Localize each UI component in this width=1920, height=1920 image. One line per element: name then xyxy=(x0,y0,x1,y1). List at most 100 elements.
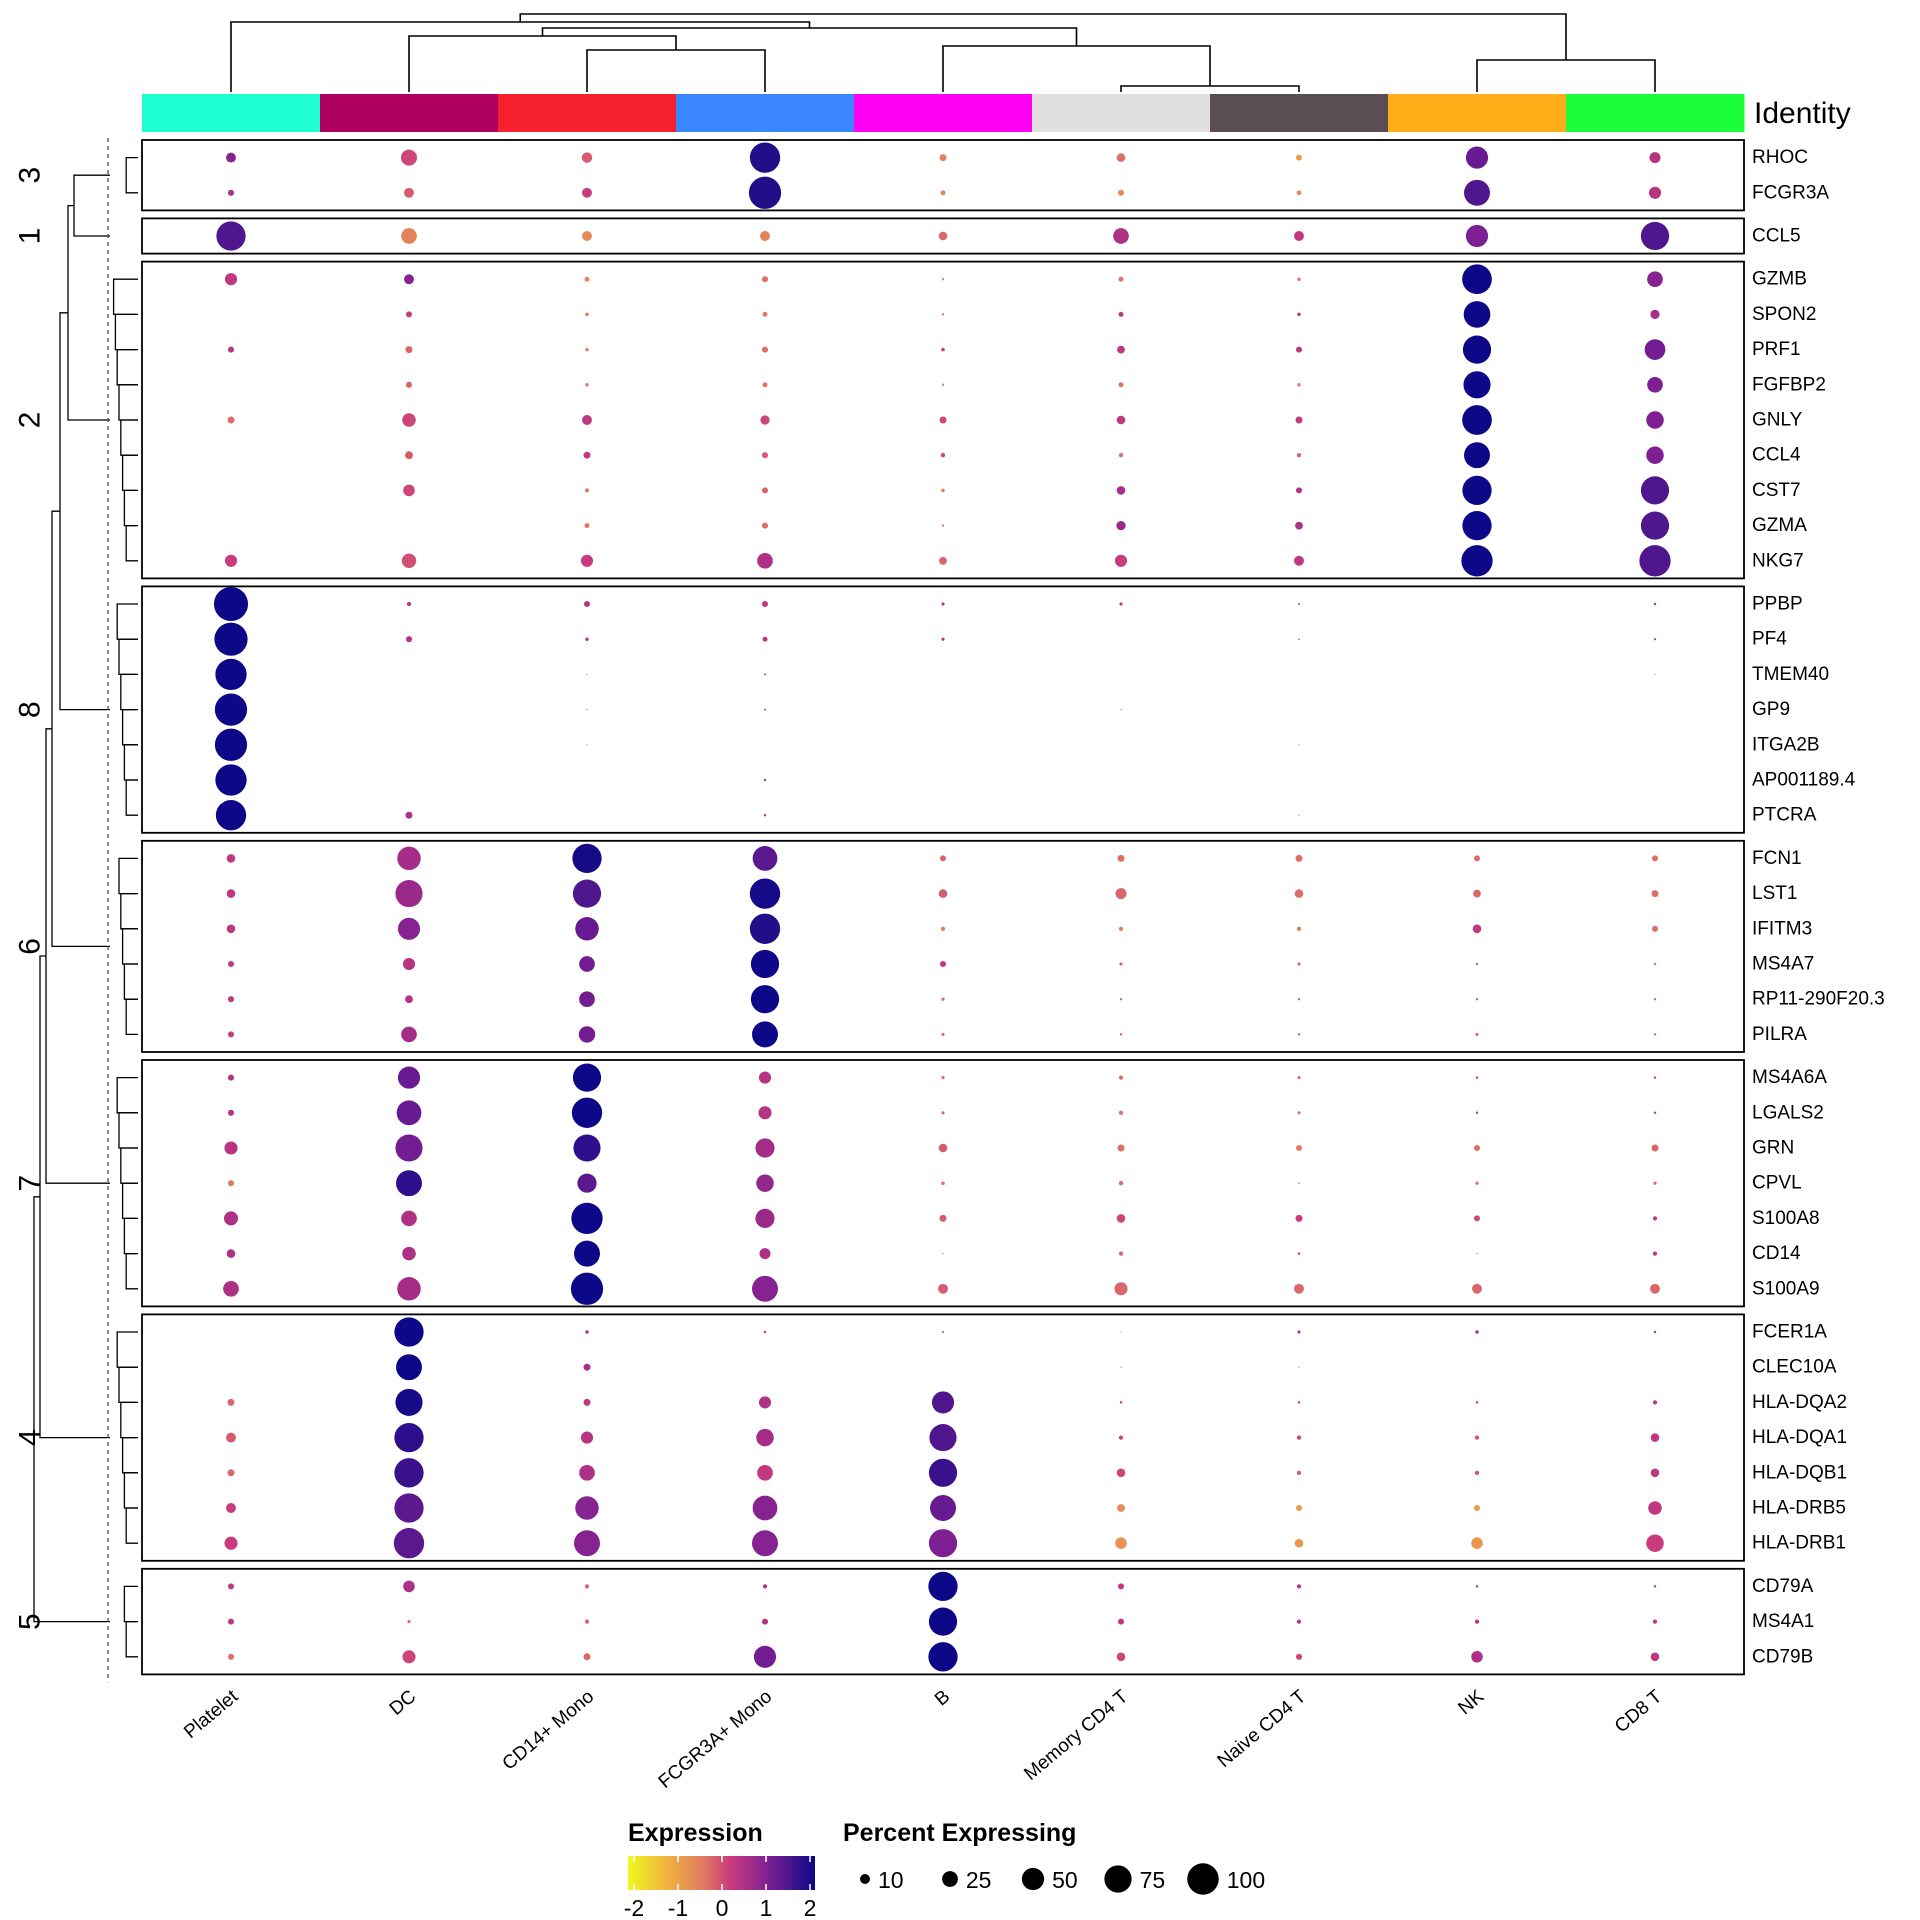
identity-color-3 xyxy=(676,94,855,132)
dot-mark xyxy=(1117,854,1125,862)
dot-mark xyxy=(1118,1251,1124,1256)
dot-mark xyxy=(1461,545,1493,577)
gene-group-label: 3 xyxy=(14,167,47,184)
dot-mark xyxy=(1119,997,1123,1001)
gene-label: CD79B xyxy=(1752,1646,1813,1667)
dot-mark xyxy=(401,1210,417,1227)
dot-mark xyxy=(227,189,235,196)
dot-mark xyxy=(581,152,593,163)
dot-mark xyxy=(1298,1366,1300,1368)
dot-mark xyxy=(752,846,778,871)
gene-label: GZMA xyxy=(1752,515,1807,536)
dot-mark xyxy=(1116,1652,1126,1662)
dot-mark xyxy=(750,949,780,979)
row-dendrogram-branch xyxy=(116,348,138,386)
dot-mark xyxy=(1296,1435,1302,1440)
dot-mark xyxy=(1465,224,1489,248)
dot-mark xyxy=(1652,1216,1658,1221)
dot-mark xyxy=(393,1528,425,1559)
dot-mark xyxy=(1113,228,1129,244)
row-dendrogram-branch xyxy=(39,955,110,1439)
dot-mark xyxy=(1650,1652,1660,1662)
dot-mark xyxy=(585,1330,589,1334)
dot-mark xyxy=(1119,602,1123,606)
dot-mark xyxy=(405,811,413,819)
dot-mark xyxy=(1652,1251,1658,1256)
gene-label: HLA-DRB5 xyxy=(1752,1498,1846,1519)
dot-mark xyxy=(1120,1331,1122,1333)
dot-mark xyxy=(224,1141,238,1155)
percent-legend-label: 100 xyxy=(1227,1867,1265,1893)
dot-mark xyxy=(571,1097,603,1128)
row-dendrogram-branch xyxy=(123,489,138,527)
dot-mark xyxy=(394,1458,424,1488)
dot-mark xyxy=(403,1580,415,1593)
dot-mark xyxy=(1648,186,1662,199)
row-dendrogram-branch xyxy=(123,963,138,1000)
dot-mark xyxy=(1650,309,1660,320)
dot-mark xyxy=(574,1240,600,1267)
dot-mark xyxy=(1471,1537,1483,1549)
dot-mark xyxy=(407,1620,411,1624)
dot-mark xyxy=(928,1642,958,1672)
dot-mark xyxy=(584,276,590,282)
dot-mark xyxy=(583,600,591,608)
dot-mark xyxy=(1652,1400,1658,1405)
dot-mark xyxy=(750,985,780,1014)
dot-mark xyxy=(584,523,590,529)
dot-mark xyxy=(1294,231,1304,241)
dot-mark xyxy=(757,552,773,569)
dot-mark xyxy=(760,231,770,241)
expression-tick-label: 1 xyxy=(760,1895,773,1920)
dot-mark xyxy=(939,960,947,968)
gene-group-panel xyxy=(141,217,1745,255)
dot-mark xyxy=(582,187,592,198)
dot-mark xyxy=(753,1645,777,1668)
dot-mark xyxy=(1296,1619,1302,1624)
dot-mark xyxy=(928,1607,958,1636)
dot-mark xyxy=(405,995,413,1004)
gene-label: NKG7 xyxy=(1752,550,1804,571)
dot-mark xyxy=(941,277,945,281)
dot-mark xyxy=(1647,271,1663,288)
gene-label: CLEC10A xyxy=(1752,1357,1837,1378)
expression-tick-label: 0 xyxy=(716,1895,729,1920)
gene-label: GP9 xyxy=(1752,699,1790,720)
dot-mark xyxy=(1653,1111,1657,1115)
dot-mark xyxy=(1297,1033,1301,1036)
dot-mark xyxy=(586,744,588,746)
gene-label: CD14 xyxy=(1752,1243,1801,1264)
dot-mark xyxy=(227,416,235,424)
dot-mark xyxy=(1295,154,1303,161)
dot-mark xyxy=(227,1398,235,1406)
dot-mark xyxy=(572,1063,602,1092)
dot-mark xyxy=(940,926,946,931)
gene-label: GRN xyxy=(1752,1138,1794,1159)
dot-mark xyxy=(758,1106,772,1120)
row-dendrogram-branch xyxy=(121,1182,138,1220)
gene-label: RHOC xyxy=(1752,147,1808,168)
dot-mark xyxy=(1653,1181,1657,1185)
dot-mark xyxy=(585,637,589,641)
identity-axis-label: Memory CD4 T xyxy=(1020,1686,1132,1785)
percent-legend: Percent Expressing 10 25 50 75 100 xyxy=(843,1819,1265,1895)
row-dendrogram-branch xyxy=(33,1196,110,1623)
dot-mark xyxy=(938,1283,948,1294)
dot-mark xyxy=(572,843,602,874)
dot-mark xyxy=(1295,487,1303,494)
dot-mark xyxy=(1295,854,1303,862)
gene-group-label: 5 xyxy=(14,1613,47,1630)
row-dendrogram-branch xyxy=(120,892,138,930)
dot-mark xyxy=(214,693,248,726)
identity-axis-label: NK xyxy=(1454,1686,1488,1719)
dot-mark xyxy=(579,956,595,972)
dot-mark xyxy=(1297,312,1301,317)
dot-mark xyxy=(395,1134,423,1162)
dot-mark xyxy=(394,1493,424,1523)
column-dendrogram-branch xyxy=(586,49,766,92)
row-dendrogram-branch xyxy=(116,1076,138,1114)
dot-mark xyxy=(1118,311,1124,317)
dot-mark xyxy=(1119,1033,1123,1036)
dot-mark xyxy=(1118,1110,1124,1115)
dot-mark xyxy=(227,346,235,353)
